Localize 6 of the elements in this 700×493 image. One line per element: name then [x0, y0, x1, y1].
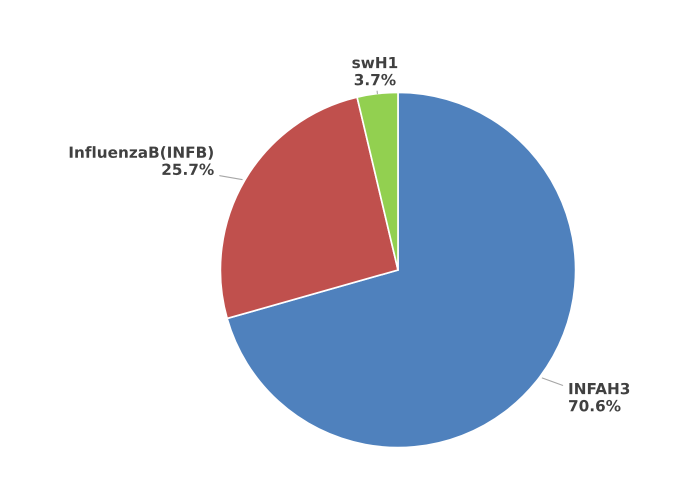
data-label: 3.7% [354, 74, 396, 86]
slice-label: INFAH3 [569, 382, 630, 394]
slice-label: InfluenzaB(INFB) [70, 146, 213, 160]
data-label: 25.7% [162, 164, 214, 176]
slice-label: swH1 [352, 56, 398, 68]
data-label: 70.6% [569, 400, 621, 412]
